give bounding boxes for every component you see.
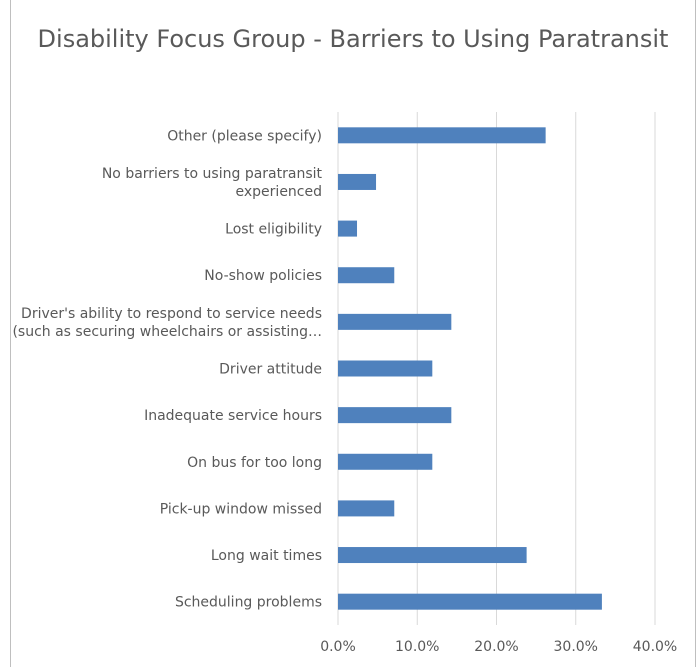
- x-tick-label-4: 40.0%: [633, 639, 677, 655]
- category-label-9: No barriers to using paratransit experien…: [102, 166, 323, 200]
- bar-10: [338, 127, 546, 144]
- category-label-8: Lost eligibility: [225, 222, 322, 238]
- category-label-0: Scheduling problems: [175, 595, 322, 611]
- x-tick-label-0: 0.0%: [320, 639, 356, 655]
- chart-title: Disability Focus Group - Barriers to Usi…: [37, 25, 669, 53]
- category-label-5: Driver attitude: [219, 362, 322, 378]
- category-label-2: Pick-up window missed: [160, 501, 322, 517]
- category-label-1: Long wait times: [211, 548, 322, 564]
- bar-6: [338, 313, 452, 330]
- bar-1: [338, 547, 527, 564]
- category-label-3: On bus for too long: [187, 455, 322, 471]
- bar-9: [338, 173, 377, 190]
- category-label-7: No-show policies: [204, 268, 322, 284]
- bar-7: [338, 267, 395, 284]
- category-label-4: Inadequate service hours: [144, 408, 322, 424]
- bar-4: [338, 407, 452, 424]
- bar-5: [338, 360, 433, 377]
- x-tick-label-3: 30.0%: [554, 639, 598, 655]
- bar-2: [338, 500, 395, 517]
- bar-0: [338, 593, 602, 610]
- x-tick-label-1: 10.0%: [395, 639, 439, 655]
- bar-3: [338, 453, 433, 470]
- bar-8: [338, 220, 358, 237]
- x-tick-label-2: 20.0%: [474, 639, 518, 655]
- category-label-6: Driver's ability to respond to service n…: [12, 306, 322, 340]
- category-label-10: Other (please specify): [167, 128, 322, 144]
